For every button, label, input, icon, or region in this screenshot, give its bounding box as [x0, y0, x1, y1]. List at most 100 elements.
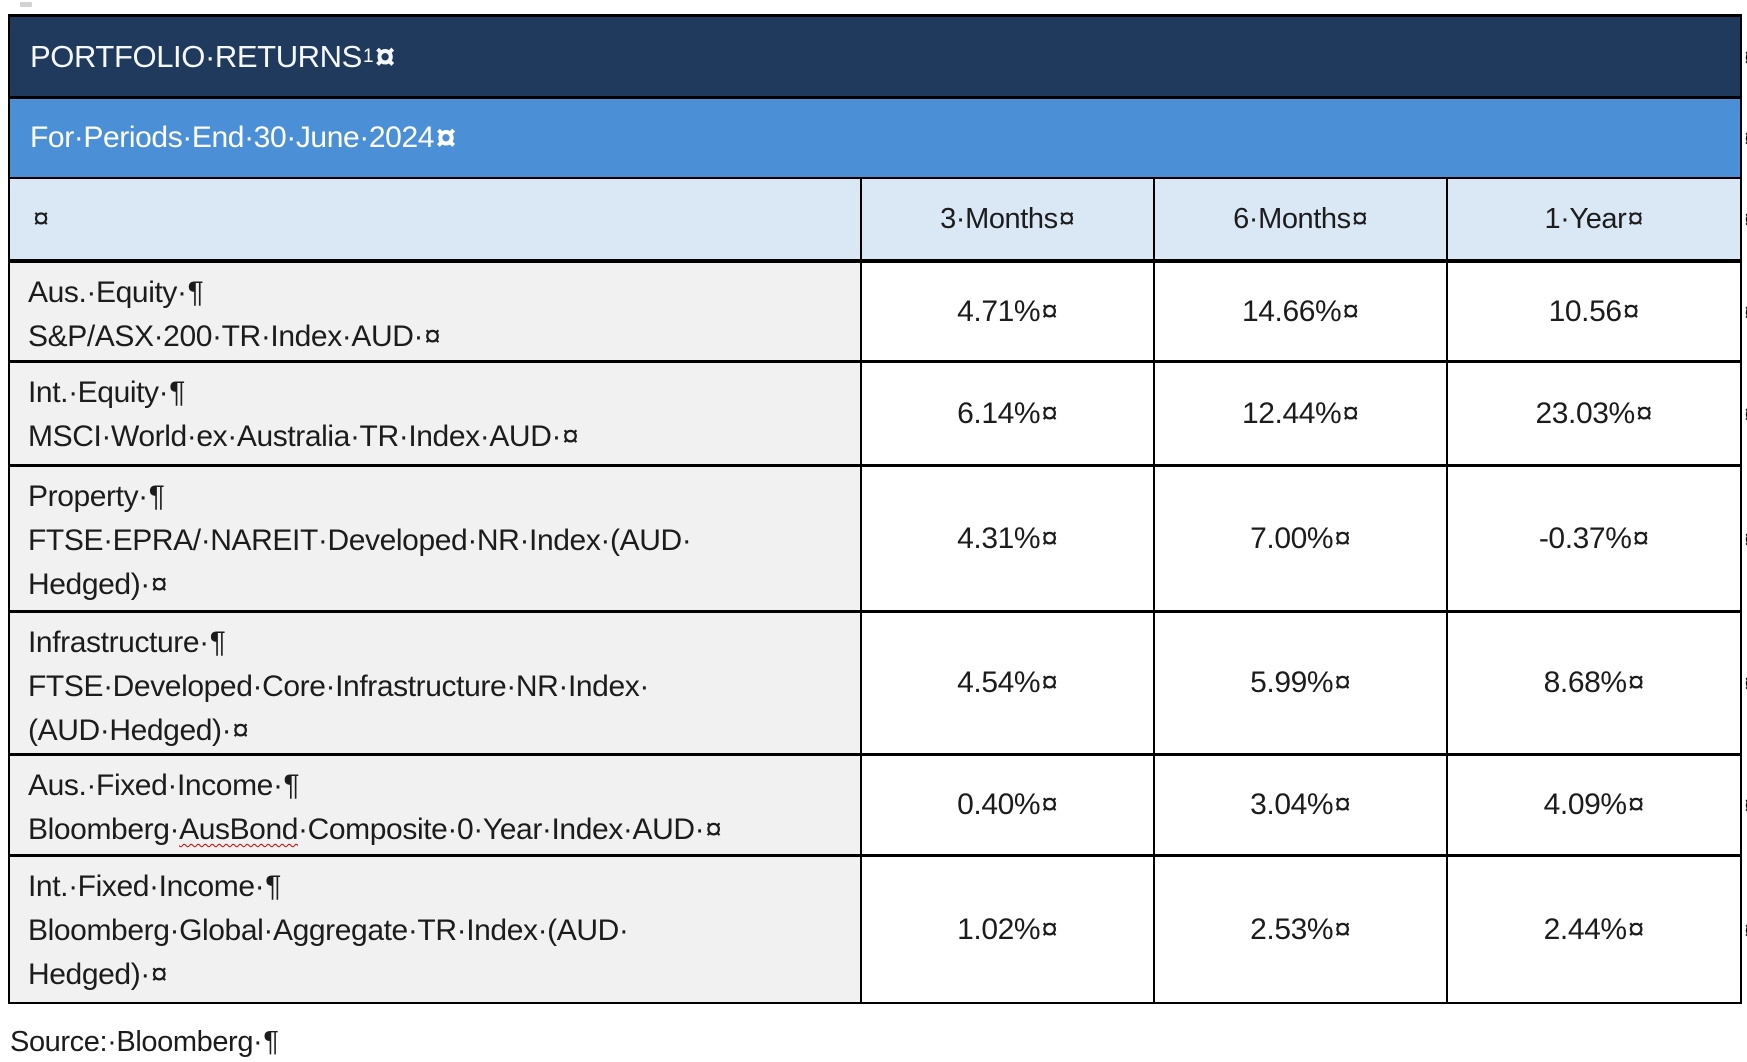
header-cell-blank[interactable]: ¤: [10, 179, 860, 259]
source-note[interactable]: Source:·Bloomberg·¶: [10, 1026, 279, 1059]
asset-name-line: Aus.·Equity·¶: [28, 276, 204, 309]
end-of-cell-mark: ¤: [1627, 666, 1645, 699]
end-of-row-mark: ¤: [1744, 668, 1747, 699]
header-cell-3-months[interactable]: 3·Months ¤: [860, 179, 1153, 259]
end-of-cell-mark: ¤: [1041, 396, 1058, 430]
table-title: PORTFOLIO·RETURNS: [30, 38, 362, 74]
asset-name-line: Infrastructure·¶: [28, 626, 226, 659]
end-of-row-mark: ¤: [1744, 523, 1747, 554]
end-of-cell-mark: ¤: [1041, 294, 1058, 328]
end-of-row-mark: ¤: [1744, 398, 1747, 429]
source-text: Source:·Bloomberg·: [10, 1026, 263, 1058]
pilcrow-mark: ¶: [265, 870, 282, 903]
pilcrow-mark: ¶: [209, 626, 226, 659]
header-cell-1-year[interactable]: 1·Year ¤: [1446, 179, 1740, 259]
pilcrow-mark: ¶: [263, 1026, 279, 1058]
end-of-cell-mark: ¤: [705, 813, 722, 846]
value-cell-1-year[interactable]: 8.68% ¤: [1446, 613, 1740, 753]
end-of-cell-mark: ¤: [1058, 202, 1075, 235]
end-of-cell-mark: ¤: [1627, 912, 1645, 946]
value-cell-1-year[interactable]: -0.37% ¤: [1446, 467, 1740, 610]
table-row-property: Property·¶ FTSE·EPRA/·NAREIT·Developed·N…: [10, 467, 1747, 613]
end-of-cell-mark: ¤: [1351, 202, 1368, 235]
pilcrow-mark: ¶: [169, 376, 186, 409]
pilcrow-mark: ¶: [148, 480, 165, 513]
value-cell-1-year[interactable]: 23.03% ¤: [1446, 363, 1740, 464]
end-of-cell-mark: ¤: [1334, 912, 1351, 946]
value-cell-6-months[interactable]: 7.00% ¤: [1153, 467, 1446, 610]
asset-name-line: Property·¶: [28, 480, 165, 513]
asset-label-cell[interactable]: Int.·Fixed·Income·¶ Bloomberg·Global·Agg…: [10, 857, 860, 1002]
end-of-row-mark: ¤: [1744, 914, 1747, 945]
value-cell-1-year[interactable]: 2.44% ¤: [1446, 857, 1740, 1002]
value-cell-6-months[interactable]: 5.99% ¤: [1153, 613, 1446, 753]
value-cell-1-year[interactable]: 10.56 ¤: [1446, 263, 1740, 360]
end-of-row-mark: ¤: [1744, 41, 1747, 72]
end-of-cell-mark: ¤: [1632, 521, 1650, 555]
value-cell-3-months[interactable]: 4.71% ¤: [860, 263, 1153, 360]
end-of-cell-mark: ¤: [424, 320, 441, 353]
table-row-aus-equity: Aus.·Equity·¶ S&P/ASX·200·TR·Index·AUD·¤…: [10, 263, 1747, 363]
asset-label-cell[interactable]: Aus.·Fixed·Income·¶ Bloomberg·AusBond·Co…: [10, 756, 860, 854]
asset-label-cell[interactable]: Property·¶ FTSE·EPRA/·NAREIT·Developed·N…: [10, 467, 860, 610]
table-row-aus-fixed-income: Aus.·Fixed·Income·¶ Bloomberg·AusBond·Co…: [10, 756, 1747, 857]
table-row-infrastructure: Infrastructure·¶ FTSE·Developed·Core·Inf…: [10, 613, 1747, 756]
value-cell-6-months[interactable]: 14.66% ¤: [1153, 263, 1446, 360]
pilcrow-mark: ¶: [187, 276, 204, 309]
end-of-row-mark: ¤: [1744, 790, 1747, 821]
value-cell-6-months[interactable]: 3.04% ¤: [1153, 756, 1446, 854]
end-of-row-mark: ¤: [1744, 296, 1747, 327]
clipped-paragraph-mark: [20, 2, 32, 7]
end-of-cell-mark: ¤: [150, 568, 168, 601]
index-name-line: FTSE·EPRA/·NAREIT·Developed·NR·Index·(AU…: [28, 524, 692, 557]
index-name-line: Hedged)·¤: [28, 568, 168, 601]
end-of-cell-mark: ¤: [1334, 666, 1351, 699]
end-of-cell-mark: ¤: [150, 958, 168, 991]
end-of-cell-mark: ¤: [1342, 294, 1360, 328]
asset-name-line: Aus.·Fixed·Income·¶: [28, 769, 300, 802]
end-of-row-mark: ¤: [1744, 123, 1747, 154]
value-cell-3-months[interactable]: 1.02% ¤: [860, 857, 1153, 1002]
index-name-line: Hedged)·¤: [28, 958, 168, 991]
asset-label-cell[interactable]: Aus.·Equity·¶ S&P/ASX·200·TR·Index·AUD·¤: [10, 263, 860, 360]
end-of-row-mark: ¤: [1744, 204, 1747, 235]
end-of-cell-mark: ¤: [1342, 396, 1360, 430]
table-subtitle: For·Periods·End·30·June·2024: [30, 121, 435, 154]
end-of-cell-mark: ¤: [232, 714, 249, 747]
table-row-int-fixed-income: Int.·Fixed·Income·¶ Bloomberg·Global·Agg…: [10, 857, 1747, 1002]
value-cell-3-months[interactable]: 6.14% ¤: [860, 363, 1153, 464]
index-name-line: Bloomberg·Global·Aggregate·TR·Index·(AUD…: [28, 914, 629, 947]
asset-name-line: Int.·Equity·¶: [28, 376, 186, 409]
end-of-cell-mark: ¤: [1041, 521, 1058, 555]
asset-name-line: Int.·Fixed·Income·¶: [28, 870, 282, 903]
index-name-line: S&P/ASX·200·TR·Index·AUD·¤: [28, 320, 441, 353]
asset-label-cell[interactable]: Infrastructure·¶ FTSE·Developed·Core·Inf…: [10, 613, 860, 753]
end-of-cell-mark: ¤: [1334, 521, 1351, 555]
index-name-line: Bloomberg·AusBond·Composite·0·Year·Index…: [28, 813, 722, 846]
asset-label-cell[interactable]: Int.·Equity·¶ MSCI·World·ex·Australia·TR…: [10, 363, 860, 464]
value-cell-6-months[interactable]: 2.53% ¤: [1153, 857, 1446, 1002]
end-of-cell-mark: ¤: [1041, 788, 1058, 821]
index-name-line: FTSE·Developed·Core·Infrastructure·NR·In…: [28, 670, 649, 703]
value-cell-3-months[interactable]: 0.40% ¤: [860, 756, 1153, 854]
index-name-line: (AUD·Hedged)·¤: [28, 714, 249, 747]
value-cell-6-months[interactable]: 12.44% ¤: [1153, 363, 1446, 464]
end-of-cell-mark: ¤: [1635, 396, 1653, 430]
table-subtitle-row[interactable]: For·Periods·End·30·June·2024¤ ¤: [10, 99, 1747, 179]
end-of-cell-mark: ¤: [1622, 294, 1640, 328]
value-cell-3-months[interactable]: 4.31% ¤: [860, 467, 1153, 610]
value-cell-3-months[interactable]: 4.54% ¤: [860, 613, 1153, 753]
end-of-cell-mark: ¤: [33, 202, 50, 235]
value-cell-1-year[interactable]: 4.09% ¤: [1446, 756, 1740, 854]
end-of-cell-mark: ¤: [562, 420, 579, 453]
end-of-cell-mark: ¤: [1334, 788, 1351, 821]
header-cell-6-months[interactable]: 6·Months ¤: [1153, 179, 1446, 259]
misspelled-word: AusBond: [179, 813, 299, 846]
index-name-line: MSCI·World·ex·Australia·TR·Index·AUD·¤: [28, 420, 579, 453]
table-header-row: ¤ 3·Months¤ 6·Months¤ 1·Year¤ ¤: [10, 179, 1747, 263]
end-of-cell-mark: ¤: [1627, 202, 1644, 235]
end-of-cell-mark: ¤: [1627, 788, 1645, 821]
